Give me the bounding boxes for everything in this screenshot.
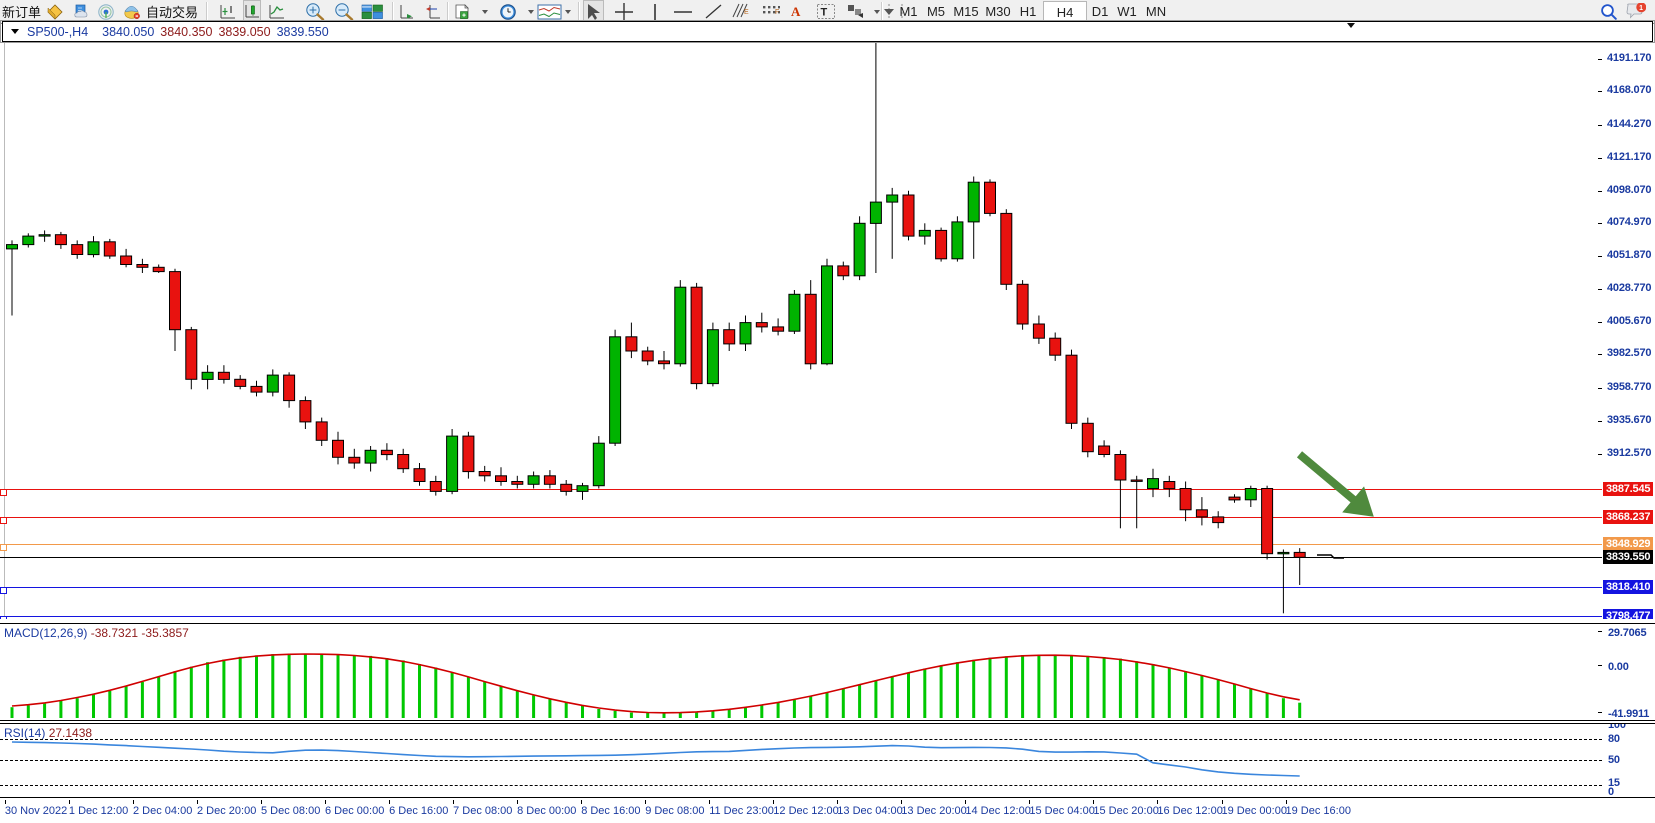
svg-text:1: 1 <box>1639 4 1643 11</box>
svg-text:T: T <box>821 7 828 19</box>
